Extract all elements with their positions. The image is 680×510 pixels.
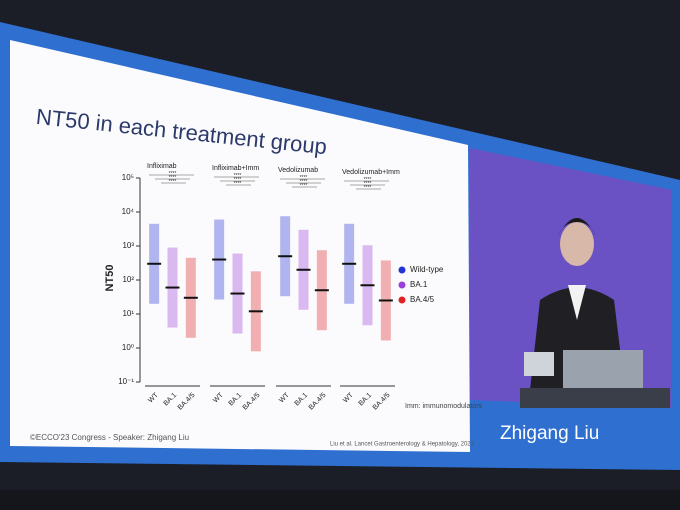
- legend-swatch: [398, 281, 406, 289]
- significance-stars: ****: [169, 175, 177, 181]
- speaker-figure: [520, 218, 670, 408]
- panel-title: Infliximab+Imm: [212, 165, 259, 172]
- legend-swatch: [398, 266, 406, 274]
- significance-stars: ****: [234, 177, 242, 183]
- legend-swatch: [398, 296, 406, 304]
- floor: [0, 490, 680, 510]
- legend-label: BA.1: [410, 280, 428, 289]
- significance-stars: ****: [169, 179, 177, 185]
- citation: Liu et al. Lancet Gastroenterology & Hep…: [330, 442, 475, 448]
- panel-title: Vedolizumab: [278, 167, 318, 174]
- y-tick-label: 10²: [122, 275, 134, 284]
- significance-stars: ****: [300, 183, 308, 189]
- significance-stars: ****: [234, 181, 242, 187]
- y-tick-label: 10⁵: [122, 173, 134, 182]
- significance-stars: ****: [169, 171, 177, 177]
- note: Imm: immunomodulators: [405, 403, 483, 410]
- y-tick-label: 10⁰: [122, 343, 134, 352]
- y-tick-label: 10¹: [122, 309, 134, 318]
- significance-stars: ****: [234, 173, 242, 179]
- slide: [10, 40, 470, 452]
- speaker-name: Zhigang Liu: [500, 423, 599, 444]
- significance-stars: ****: [364, 181, 372, 187]
- legend-label: BA.4/5: [410, 295, 435, 304]
- panel-title: Infliximab: [147, 163, 177, 170]
- footer: ©ECCO'23 Congress - Speaker: Zhigang Liu: [30, 433, 189, 442]
- speaker-video: [470, 148, 672, 408]
- y-axis-label: NT50: [104, 265, 116, 292]
- y-tick-label: 10³: [122, 241, 134, 250]
- panel-title: Vedolizumab+Imm: [342, 169, 400, 176]
- significance-stars: ****: [300, 175, 308, 181]
- significance-stars: ****: [300, 179, 308, 185]
- legend-label: Wild-type: [410, 265, 444, 274]
- significance-stars: ****: [364, 185, 372, 191]
- y-tick-label: 10⁻¹: [118, 377, 134, 386]
- y-tick-label: 10⁴: [122, 207, 135, 216]
- significance-stars: ****: [364, 177, 372, 183]
